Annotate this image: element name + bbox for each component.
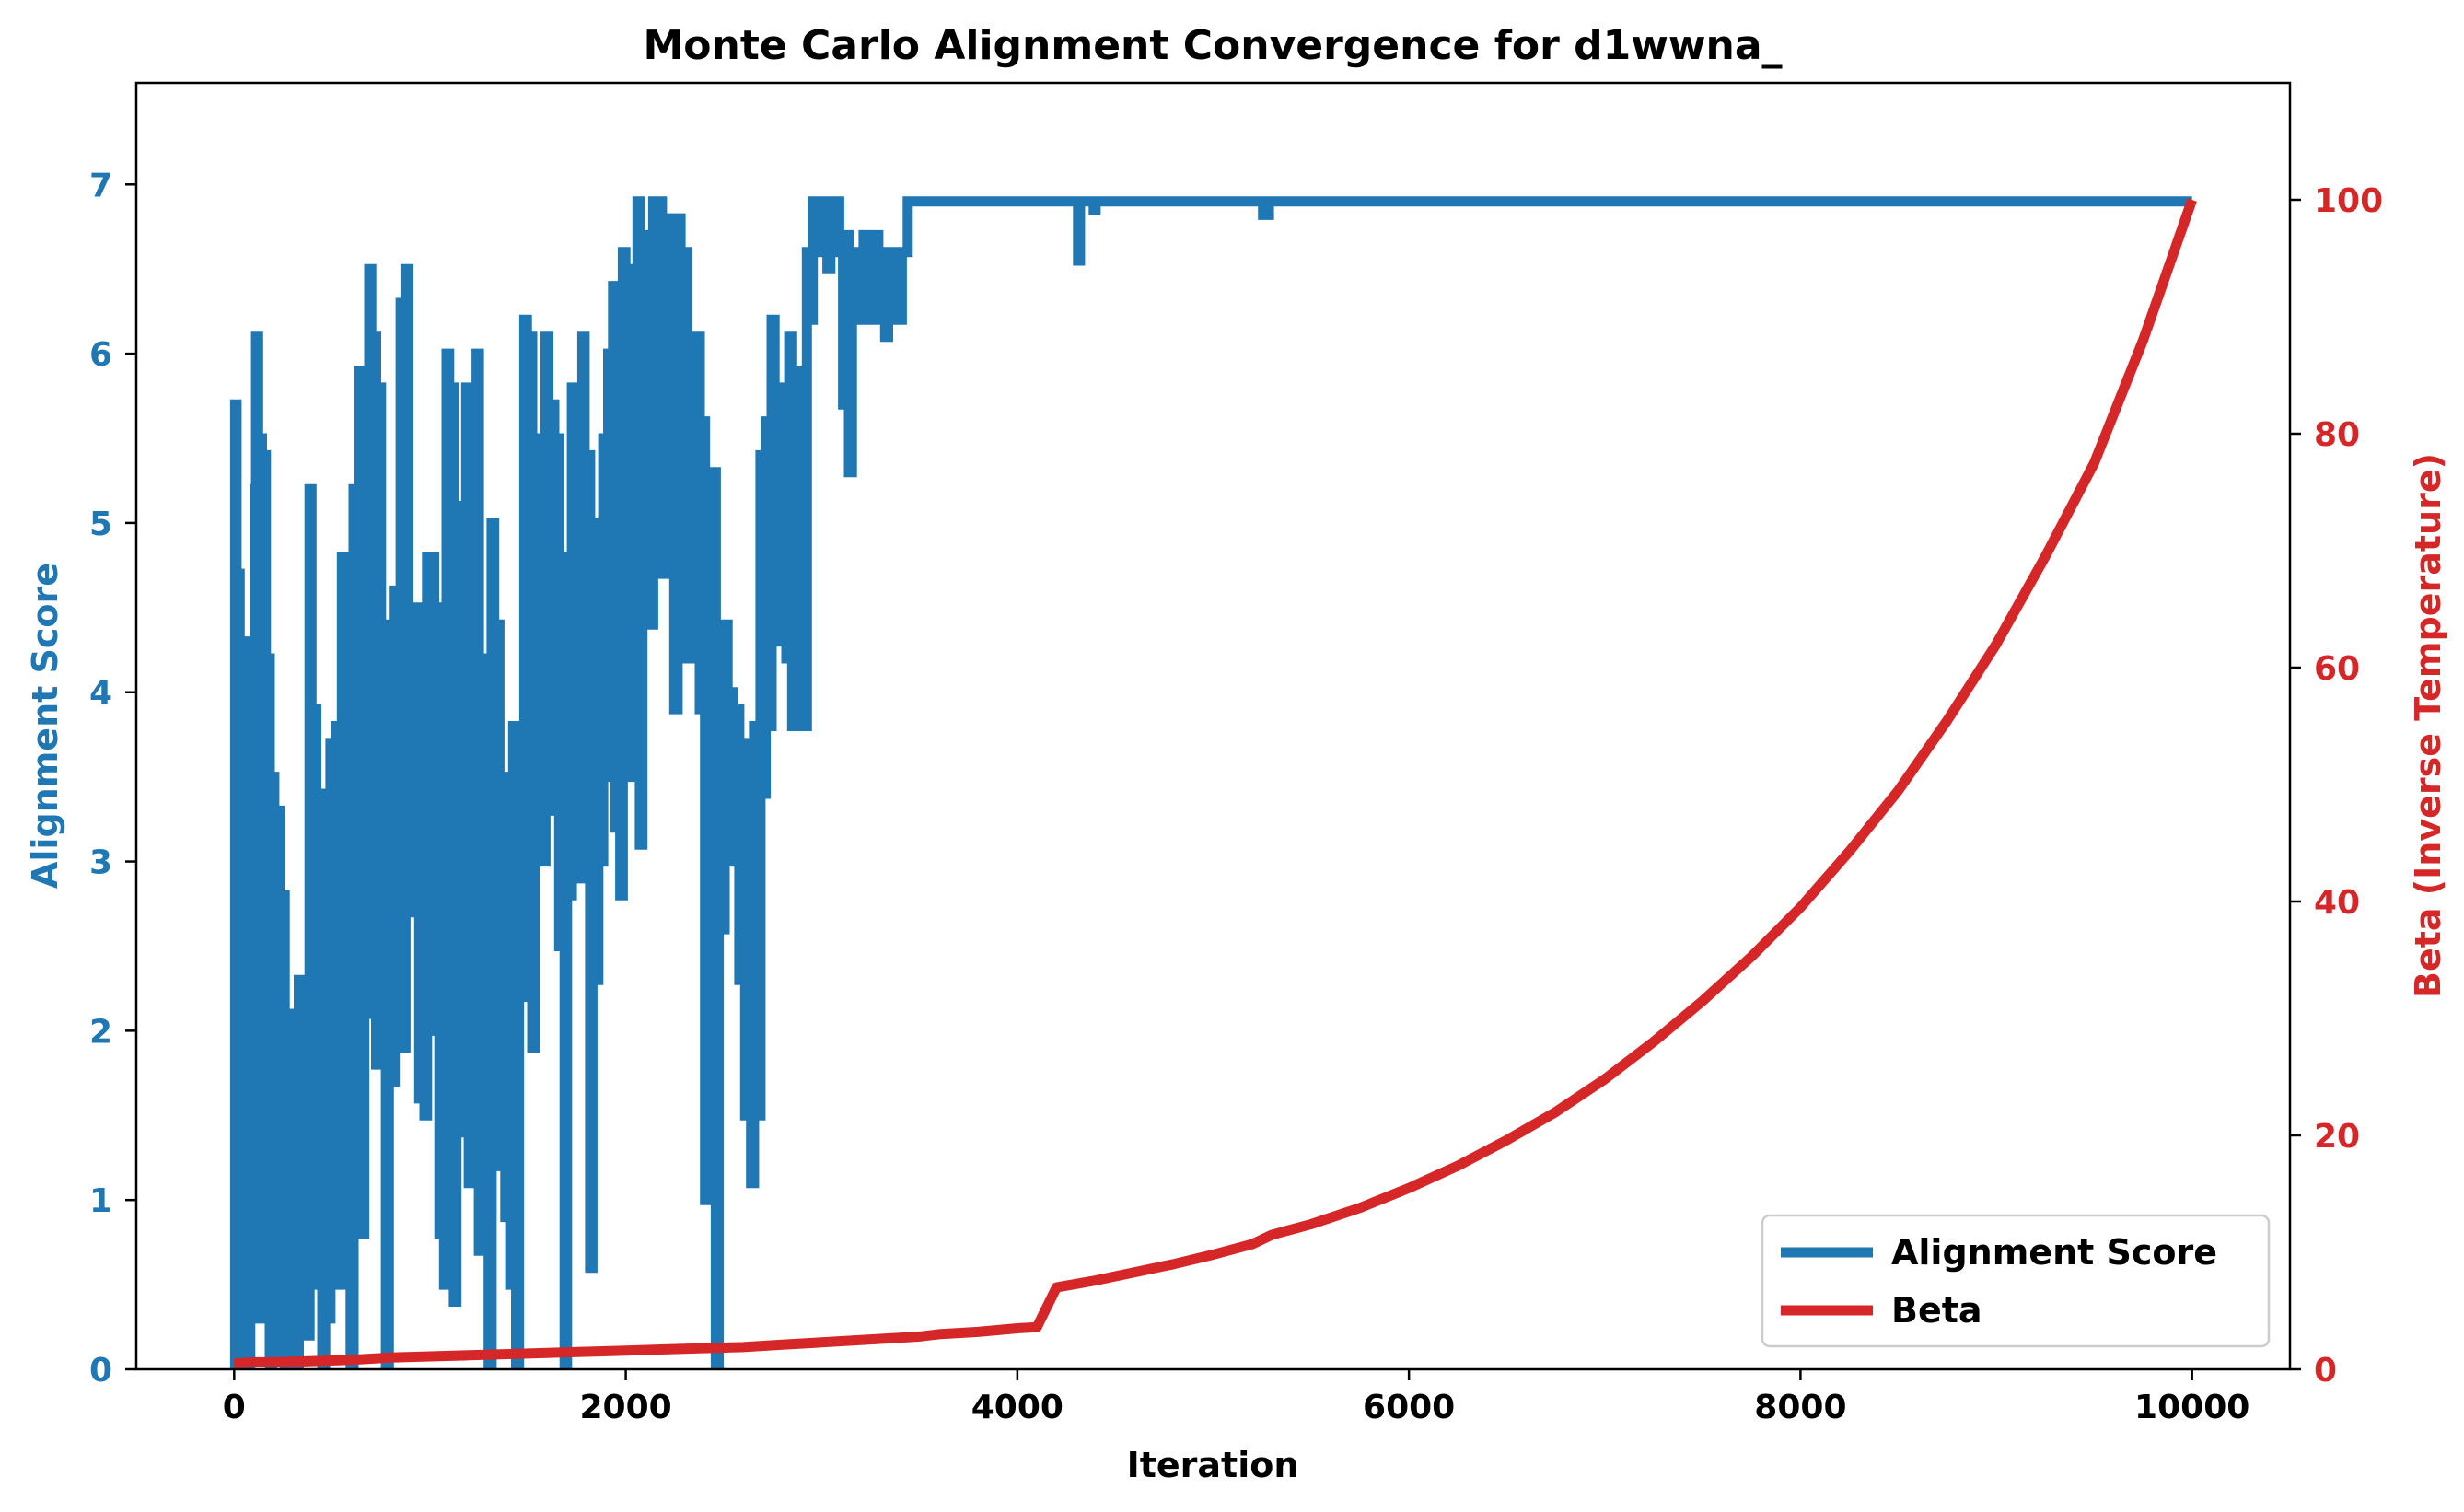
- left-y-tick-label: 5: [89, 506, 112, 543]
- left-y-tick-label: 7: [89, 167, 112, 204]
- legend-label-alignment-score: Alignment Score: [1891, 1232, 2217, 1273]
- right-y-tick-label: 20: [2314, 1118, 2360, 1156]
- right-y-axis-ticks: 0 20 40 60 80 100: [2290, 182, 2383, 1390]
- right-y-tick-label: 60: [2314, 650, 2360, 688]
- plot-frame: [134, 81, 2292, 1371]
- x-tick-label: 0: [223, 1389, 246, 1426]
- legend: Alignment Score Beta: [1761, 1214, 2271, 1348]
- x-axis-label: Iteration: [1127, 1445, 1299, 1485]
- plot-area: [229, 196, 2197, 1369]
- left-y-tick-label: 6: [89, 336, 112, 374]
- left-y-tick-label: 4: [89, 675, 112, 713]
- right-y-tick-label: 0: [2314, 1352, 2337, 1390]
- alignment-score-line: [229, 196, 2192, 1369]
- right-y-axis-label: Beta (Inverse Temperature): [2408, 453, 2448, 998]
- x-axis-ticks: 0 2000 4000 6000 8000 10000: [223, 1369, 2249, 1426]
- left-y-tick-label: 0: [89, 1352, 112, 1390]
- legend-box: [1761, 1214, 2271, 1348]
- x-tick-label: 6000: [1363, 1389, 1455, 1426]
- left-y-axis-ticks: 0 1 2 3 4 5 6 7: [89, 167, 136, 1390]
- legend-label-beta: Beta: [1891, 1290, 1982, 1331]
- right-y-tick-label: 80: [2314, 416, 2360, 454]
- left-y-tick-label: 3: [89, 844, 112, 882]
- chart-title: Monte Carlo Alignment Convergence for d1…: [643, 22, 1782, 69]
- x-tick-label: 10000: [2134, 1389, 2249, 1426]
- x-tick-label: 8000: [1754, 1389, 1846, 1426]
- left-y-axis-label: Alignment Score: [25, 563, 65, 889]
- x-tick-label: 2000: [579, 1389, 671, 1426]
- x-tick-label: 4000: [971, 1389, 1063, 1426]
- beta-line: [233, 198, 2197, 1369]
- right-y-tick-label: 40: [2314, 884, 2360, 922]
- left-y-tick-label: 2: [89, 1013, 112, 1051]
- right-y-tick-label: 100: [2314, 182, 2383, 220]
- left-y-tick-label: 1: [89, 1182, 112, 1220]
